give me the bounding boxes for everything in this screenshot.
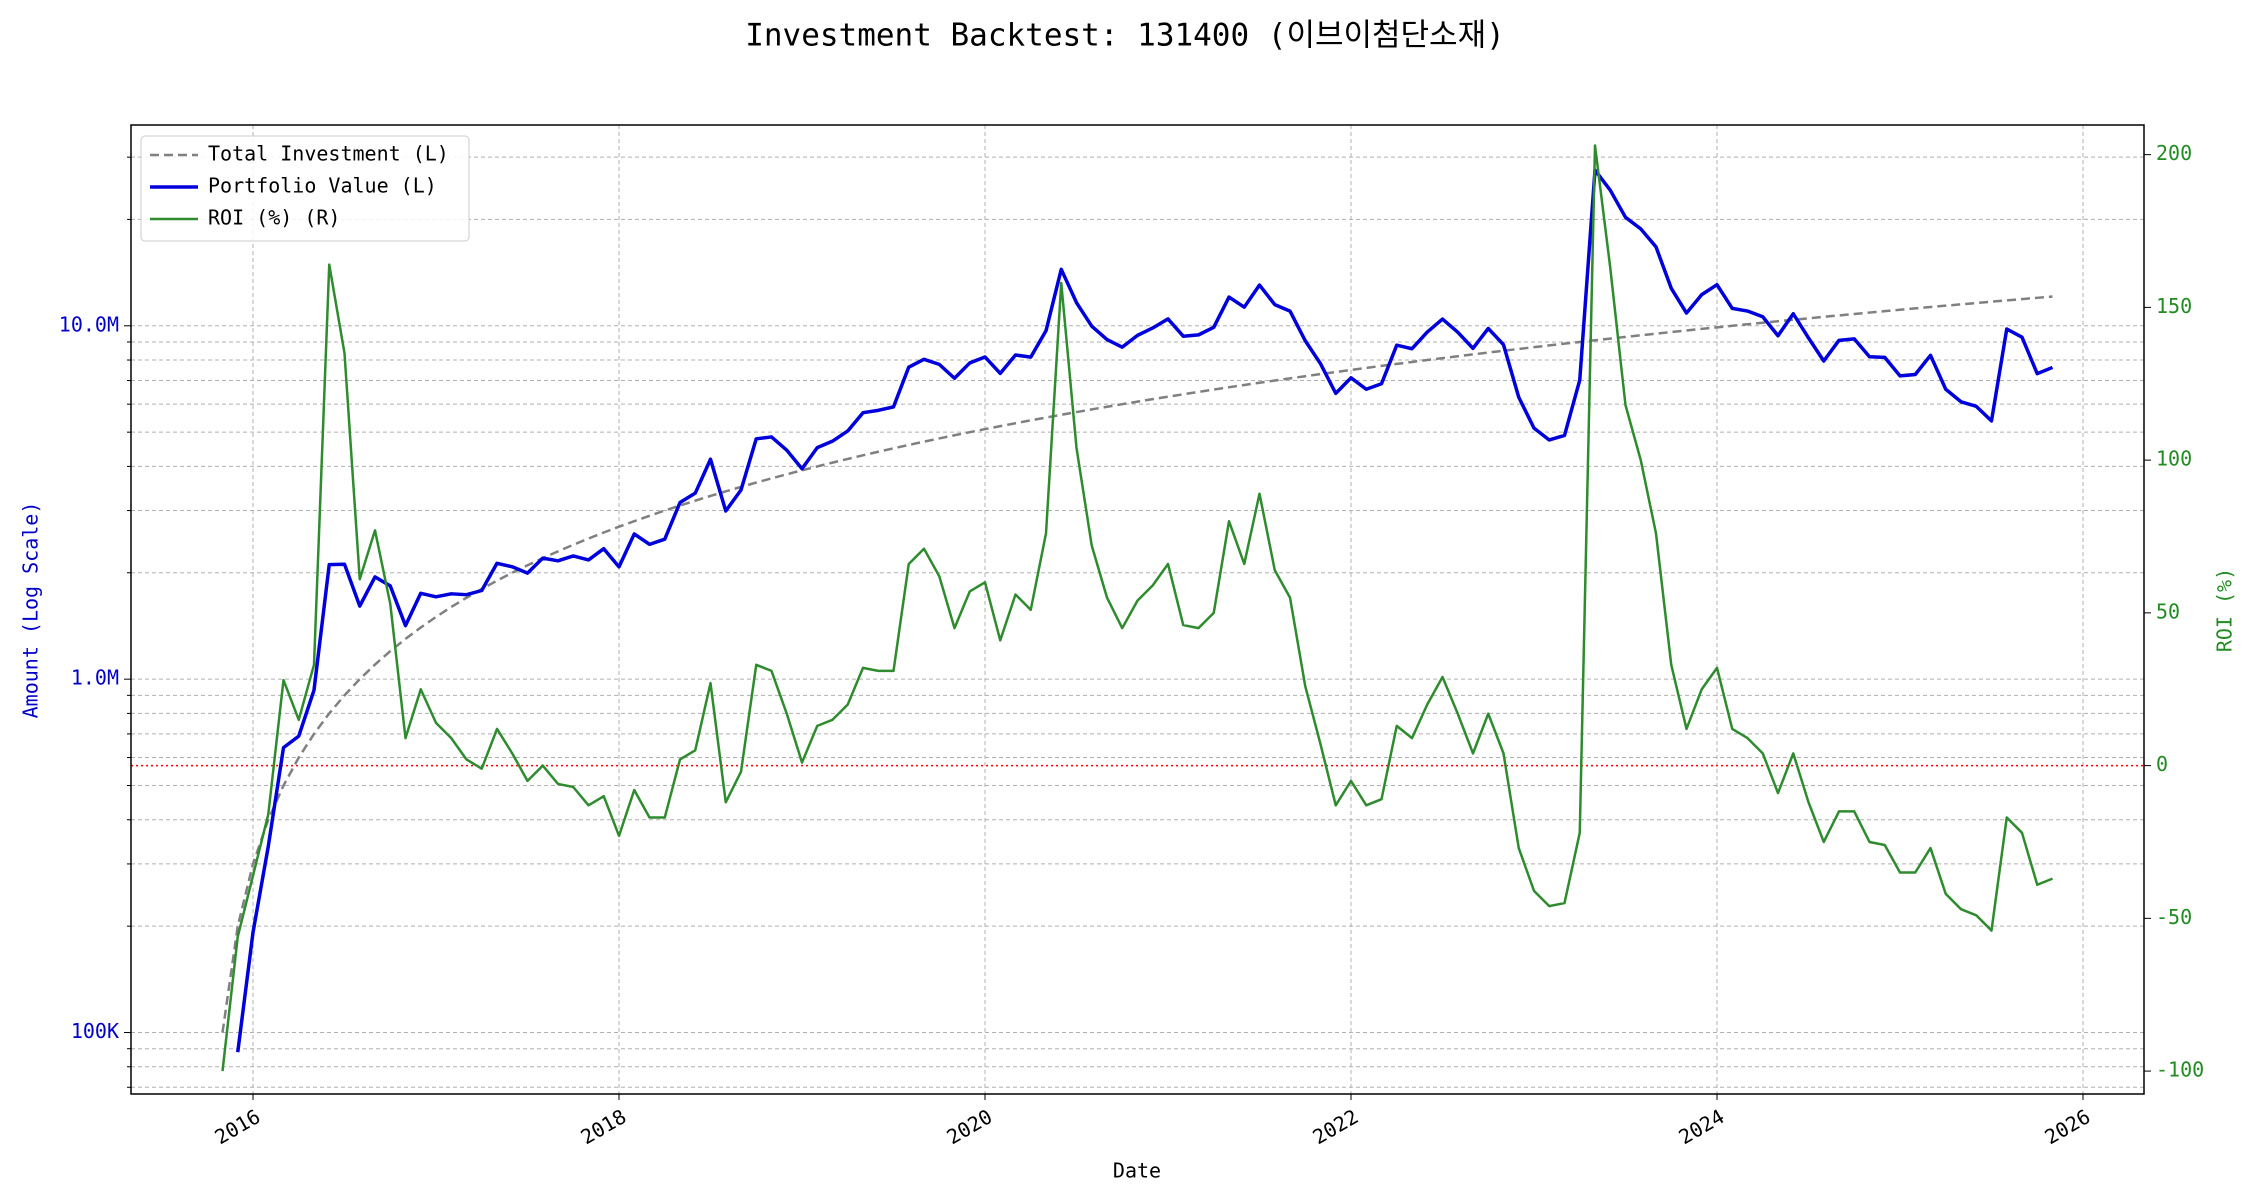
legend-label: ROI (%) (R) [208,206,340,230]
grid-layer [131,125,2144,1094]
series-line [236,168,2054,1053]
plot-area [131,144,2144,1072]
series-line [221,144,2053,1072]
y-axis-label: Amount (Log Scale) [19,502,43,719]
y2-tick-label: 150 [2156,294,2192,318]
y-tick-label: 100K [71,1019,119,1043]
legend-box [140,135,470,242]
x-tick-label: 2026 [2041,1104,2095,1149]
x-tick-label: 2024 [1675,1104,1729,1149]
x-tick-label: 2018 [577,1104,631,1149]
y2-axis-label: ROI (%) [2213,568,2237,652]
x-tick-label: 2022 [1309,1104,1363,1149]
y-tick-label: 1.0M [71,666,119,690]
y2-tick-label: 50 [2156,599,2180,623]
y2-tick-label: 0 [2156,752,2168,776]
x-axis-label: Date [1113,1159,1161,1183]
y2-tick-label: -50 [2156,905,2192,929]
x-tick-label: 2016 [211,1104,265,1149]
y2-tick-label: -100 [2156,1058,2204,1082]
chart-title: Investment Backtest: 131400 (이브이첨단소재) [745,18,1505,54]
legend-label: Portfolio Value (L) [208,174,437,198]
y2-tick-label: 200 [2156,141,2192,165]
plot-frame [130,124,2145,1095]
legend-label: Total Investment (L) [208,142,449,166]
y-tick-label: 10.0M [59,312,119,336]
series-line [221,295,2053,1033]
x-tick-label: 2020 [943,1104,997,1149]
legend: Total Investment (L) Portfolio Value (L)… [140,135,470,242]
y2-tick-label: 100 [2156,447,2192,471]
